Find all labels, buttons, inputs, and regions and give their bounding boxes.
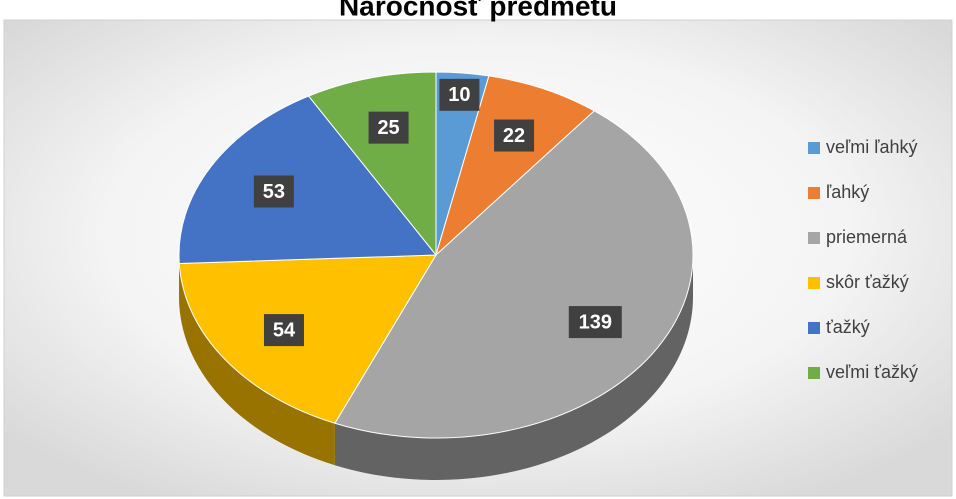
data-label: 10	[448, 84, 470, 106]
legend-label: veľmi ťažký	[826, 362, 918, 382]
data-label-box	[439, 78, 480, 111]
legend-swatch	[808, 277, 820, 289]
chart-title: Náročnosť predmetu	[339, 0, 617, 21]
slice-side	[334, 255, 693, 481]
data-label: 54	[273, 319, 296, 341]
data-label-box	[263, 314, 304, 347]
legend-label: veľmi ľahký	[826, 137, 918, 157]
legend-swatch	[808, 142, 820, 154]
slice	[435, 75, 596, 257]
legend-label: priemerná	[826, 227, 908, 247]
data-label-box	[368, 111, 409, 144]
legend-swatch	[808, 232, 820, 244]
slice	[334, 110, 694, 439]
data-label-box	[568, 306, 622, 339]
legend-label: skôr ťažký	[826, 272, 909, 292]
legend-label: ťažký	[826, 317, 870, 337]
data-label-box	[253, 175, 294, 208]
slice	[178, 95, 438, 265]
data-label: 139	[579, 311, 612, 333]
legend-swatch	[808, 187, 820, 199]
slice	[178, 254, 437, 424]
data-label: 25	[377, 117, 399, 139]
legend-swatch	[808, 367, 820, 379]
data-label-box	[494, 119, 535, 152]
legend-swatch	[808, 322, 820, 334]
data-label: 53	[263, 181, 285, 203]
slice-side	[179, 263, 335, 466]
legend-label: ľahký	[826, 182, 869, 202]
data-label: 22	[503, 125, 525, 147]
